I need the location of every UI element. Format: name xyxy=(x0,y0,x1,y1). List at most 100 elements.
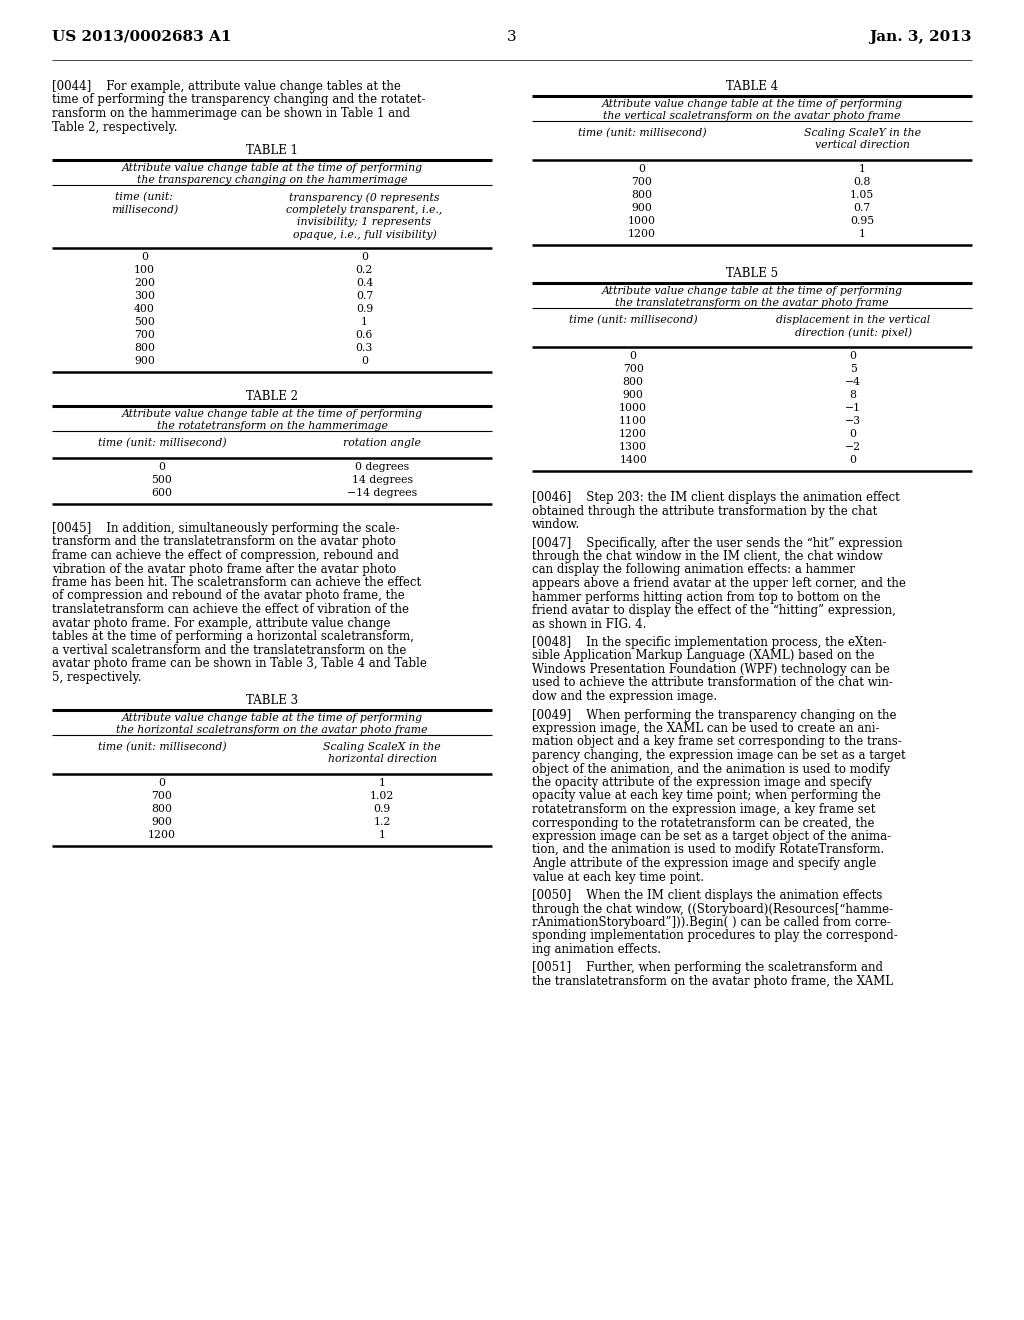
Text: 700: 700 xyxy=(134,330,155,341)
Text: translatetransform can achieve the effect of vibration of the: translatetransform can achieve the effec… xyxy=(52,603,409,616)
Text: TABLE 1: TABLE 1 xyxy=(246,144,298,157)
Text: 100: 100 xyxy=(134,265,155,275)
Text: 0.7: 0.7 xyxy=(853,203,870,213)
Text: avatar photo frame can be shown in Table 3, Table 4 and Table: avatar photo frame can be shown in Table… xyxy=(52,657,427,671)
Text: 0: 0 xyxy=(639,164,645,174)
Text: 5, respectively.: 5, respectively. xyxy=(52,671,141,684)
Text: −1: −1 xyxy=(845,403,861,413)
Text: [0047]    Specifically, after the user sends the “hit” expression: [0047] Specifically, after the user send… xyxy=(532,536,902,549)
Text: US 2013/0002683 A1: US 2013/0002683 A1 xyxy=(52,30,231,44)
Text: rotation angle: rotation angle xyxy=(343,438,421,447)
Text: parency changing, the expression image can be set as a target: parency changing, the expression image c… xyxy=(532,748,905,762)
Text: Table 2, respectively.: Table 2, respectively. xyxy=(52,120,177,133)
Text: time of performing the transparency changing and the rotatet-: time of performing the transparency chan… xyxy=(52,94,426,107)
Text: 0: 0 xyxy=(360,356,368,366)
Text: rAnimationStoryboard”])).Begin( ) can be called from corre-: rAnimationStoryboard”])).Begin( ) can be… xyxy=(532,916,891,929)
Text: 0: 0 xyxy=(850,429,857,440)
Text: the translatetransform on the avatar photo frame: the translatetransform on the avatar pho… xyxy=(615,298,889,308)
Text: 1.05: 1.05 xyxy=(850,190,874,201)
Text: can display the following animation effects: a hammer: can display the following animation effe… xyxy=(532,564,855,577)
Text: 3: 3 xyxy=(507,30,517,44)
Text: object of the animation, and the animation is used to modify: object of the animation, and the animati… xyxy=(532,763,890,776)
Text: 1: 1 xyxy=(379,777,385,788)
Text: 200: 200 xyxy=(134,279,155,288)
Text: 600: 600 xyxy=(152,488,172,498)
Text: window.: window. xyxy=(532,517,581,531)
Text: time (unit: millisecond): time (unit: millisecond) xyxy=(569,315,697,325)
Text: of compression and rebound of the avatar photo frame, the: of compression and rebound of the avatar… xyxy=(52,590,404,602)
Text: sible Application Markup Language (XAML) based on the: sible Application Markup Language (XAML)… xyxy=(532,649,874,663)
Text: 1000: 1000 xyxy=(628,216,656,226)
Text: 1: 1 xyxy=(360,317,368,327)
Text: 900: 900 xyxy=(134,356,155,366)
Text: 1.02: 1.02 xyxy=(370,791,394,801)
Text: 1.2: 1.2 xyxy=(374,817,391,828)
Text: ing animation effects.: ing animation effects. xyxy=(532,942,662,956)
Text: the vertical scaletransform on the avatar photo frame: the vertical scaletransform on the avata… xyxy=(603,111,901,121)
Text: 0: 0 xyxy=(159,777,166,788)
Text: 700: 700 xyxy=(623,364,644,374)
Text: the translatetransform on the avatar photo frame, the XAML: the translatetransform on the avatar pho… xyxy=(532,975,893,987)
Text: tables at the time of performing a horizontal scaletransform,: tables at the time of performing a horiz… xyxy=(52,630,414,643)
Text: −4: −4 xyxy=(845,378,861,387)
Text: through the chat window in the IM client, the chat window: through the chat window in the IM client… xyxy=(532,550,883,564)
Text: time (unit:
millisecond): time (unit: millisecond) xyxy=(111,191,178,215)
Text: dow and the expression image.: dow and the expression image. xyxy=(532,690,717,704)
Text: 800: 800 xyxy=(623,378,644,387)
Text: the horizontal scaletransform on the avatar photo frame: the horizontal scaletransform on the ava… xyxy=(117,725,428,735)
Text: 5: 5 xyxy=(850,364,857,374)
Text: a vertival scaletransform and the translatetransform on the: a vertival scaletransform and the transl… xyxy=(52,644,407,656)
Text: ransform on the hammerimage can be shown in Table 1 and: ransform on the hammerimage can be shown… xyxy=(52,107,411,120)
Text: [0049]    When performing the transparency changing on the: [0049] When performing the transparency … xyxy=(532,709,896,722)
Text: 900: 900 xyxy=(632,203,652,213)
Text: 8: 8 xyxy=(850,389,857,400)
Text: the rotatetransform on the hammerimage: the rotatetransform on the hammerimage xyxy=(157,421,387,432)
Text: 0.7: 0.7 xyxy=(355,290,373,301)
Text: displacement in the vertical
direction (unit: pixel): displacement in the vertical direction (… xyxy=(776,315,931,338)
Text: avatar photo frame. For example, attribute value change: avatar photo frame. For example, attribu… xyxy=(52,616,390,630)
Text: 0: 0 xyxy=(159,462,166,473)
Text: [0044]    For example, attribute value change tables at the: [0044] For example, attribute value chan… xyxy=(52,81,400,92)
Text: Attribute value change table at the time of performing: Attribute value change table at the time… xyxy=(122,162,423,173)
Text: Attribute value change table at the time of performing: Attribute value change table at the time… xyxy=(122,713,423,723)
Text: obtained through the attribute transformation by the chat: obtained through the attribute transform… xyxy=(532,504,878,517)
Text: 0.95: 0.95 xyxy=(850,216,874,226)
Text: Attribute value change table at the time of performing: Attribute value change table at the time… xyxy=(601,99,902,110)
Text: 500: 500 xyxy=(152,475,172,484)
Text: Angle attribute of the expression image and specify angle: Angle attribute of the expression image … xyxy=(532,857,877,870)
Text: Scaling ScaleY in the
vertical direction: Scaling ScaleY in the vertical direction xyxy=(804,128,921,150)
Text: −14 degrees: −14 degrees xyxy=(347,488,417,498)
Text: −2: −2 xyxy=(845,442,861,451)
Text: Scaling ScaleX in the
horizontal direction: Scaling ScaleX in the horizontal directi… xyxy=(324,742,440,764)
Text: 1100: 1100 xyxy=(620,416,647,426)
Text: Jan. 3, 2013: Jan. 3, 2013 xyxy=(869,30,972,44)
Text: Attribute value change table at the time of performing: Attribute value change table at the time… xyxy=(122,409,423,418)
Text: 500: 500 xyxy=(134,317,155,327)
Text: 0.6: 0.6 xyxy=(355,330,373,341)
Text: [0048]    In the specific implementation process, the eXten-: [0048] In the specific implementation pr… xyxy=(532,636,887,649)
Text: frame can achieve the effect of compression, rebound and: frame can achieve the effect of compress… xyxy=(52,549,399,562)
Text: 0.4: 0.4 xyxy=(355,279,373,288)
Text: 700: 700 xyxy=(632,177,652,187)
Text: corresponding to the rotatetransform can be created, the: corresponding to the rotatetransform can… xyxy=(532,817,874,829)
Text: expression image can be set as a target object of the anima-: expression image can be set as a target … xyxy=(532,830,891,843)
Text: 0.2: 0.2 xyxy=(355,265,373,275)
Text: 0: 0 xyxy=(141,252,147,261)
Text: 800: 800 xyxy=(134,343,155,352)
Text: opacity value at each key time point; when performing the: opacity value at each key time point; wh… xyxy=(532,789,881,803)
Text: tion, and the animation is used to modify RotateTransform.: tion, and the animation is used to modif… xyxy=(532,843,885,857)
Text: TABLE 2: TABLE 2 xyxy=(246,389,298,403)
Text: 1: 1 xyxy=(858,228,865,239)
Text: transparency (0 represents
completely transparent, i.e.,
invisibility; 1 represe: transparency (0 represents completely tr… xyxy=(287,191,442,240)
Text: [0046]    Step 203: the IM client displays the animation effect: [0046] Step 203: the IM client displays … xyxy=(532,491,900,504)
Text: 400: 400 xyxy=(134,304,155,314)
Text: 0: 0 xyxy=(360,252,368,261)
Text: 900: 900 xyxy=(623,389,644,400)
Text: [0045]    In addition, simultaneously performing the scale-: [0045] In addition, simultaneously perfo… xyxy=(52,521,399,535)
Text: [0051]    Further, when performing the scaletransform and: [0051] Further, when performing the scal… xyxy=(532,961,883,974)
Text: time (unit: millisecond): time (unit: millisecond) xyxy=(97,438,226,449)
Text: 1400: 1400 xyxy=(620,455,647,465)
Text: as shown in FIG. 4.: as shown in FIG. 4. xyxy=(532,618,646,631)
Text: time (unit: millisecond): time (unit: millisecond) xyxy=(97,742,226,752)
Text: 900: 900 xyxy=(152,817,172,828)
